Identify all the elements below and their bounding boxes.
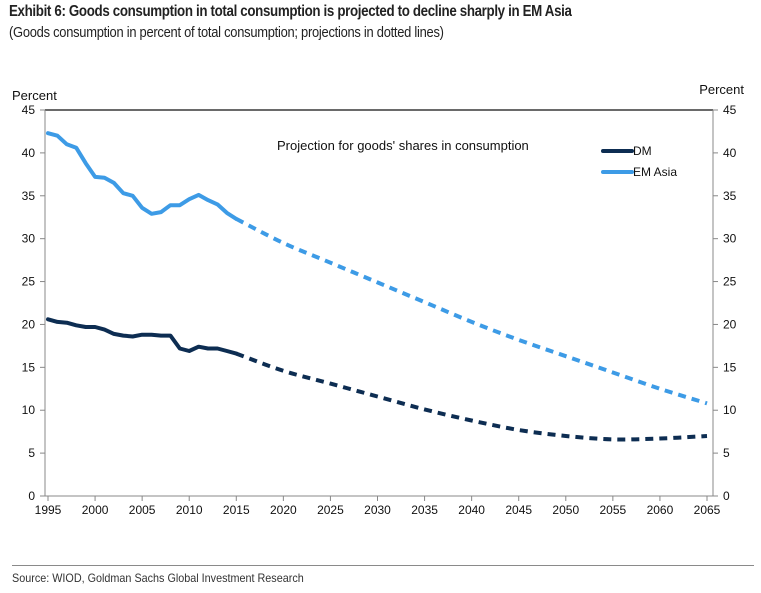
x-tick-label: 2020: [270, 503, 297, 517]
right-y-tick-label: 40: [723, 146, 737, 160]
series-layer: [46, 131, 708, 442]
right-y-tick-label: 45: [723, 103, 737, 117]
right-y-tick-label: 25: [723, 275, 737, 289]
left-y-tick-label: 20: [22, 317, 36, 331]
x-tick-label: 2015: [223, 503, 250, 517]
left-y-tick-label: 45: [22, 103, 36, 117]
right-y-tick-label: 10: [723, 403, 737, 417]
right-y-tick-label: 5: [723, 446, 730, 460]
x-tick-label: 2060: [647, 503, 674, 517]
x-tick-label: 1995: [35, 503, 62, 517]
x-tick-label: 2045: [505, 503, 532, 517]
left-y-tick-label: 15: [22, 360, 36, 374]
source-divider: [12, 565, 754, 566]
x-tick-label: 2065: [694, 503, 721, 517]
dm-projection-line: [235, 351, 708, 442]
source-note: Source: WIOD, Goldman Sachs Global Inves…: [12, 571, 304, 585]
left-axis-title: Percent: [12, 88, 57, 103]
x-tick-label: 2035: [411, 503, 438, 517]
right-y-tick-label: 35: [723, 189, 737, 203]
left-y-tick-label: 5: [28, 446, 35, 460]
right-y-tick-label: 0: [723, 489, 730, 503]
x-tick-label: 2030: [364, 503, 391, 517]
left-y-tick-label: 10: [22, 403, 36, 417]
em-asia-historical-line: [46, 131, 239, 221]
left-y-tick-label: 35: [22, 189, 36, 203]
x-tick-label: 2050: [552, 503, 579, 517]
em-asia-projection-line: [235, 217, 708, 406]
left-y-tick-label: 30: [22, 232, 36, 246]
x-tick-label: 2010: [176, 503, 203, 517]
x-tick-label: 2025: [317, 503, 344, 517]
projection-annotation: Projection for goods' shares in consumpt…: [277, 138, 529, 153]
legend-label-em-asia: EM Asia: [633, 165, 677, 179]
left-y-tick-label: 25: [22, 275, 36, 289]
legend: DM EM Asia: [601, 144, 677, 179]
legend-label-dm: DM: [633, 144, 652, 158]
x-tick-label: 2055: [600, 503, 627, 517]
left-y-tick-label: 0: [28, 489, 35, 503]
right-y-tick-label: 20: [723, 317, 737, 331]
chart-title: Exhibit 6: Goods consumption in total co…: [9, 3, 572, 20]
x-tick-label: 2040: [458, 503, 485, 517]
chart-subtitle: (Goods consumption in percent of total c…: [9, 24, 444, 41]
right-y-tick-label: 30: [723, 232, 737, 246]
left-y-tick-label: 40: [22, 146, 36, 160]
x-tick-label: 2000: [82, 503, 109, 517]
x-tick-label: 2005: [129, 503, 156, 517]
right-axis-title: Percent: [699, 82, 744, 97]
dm-historical-line: [46, 317, 239, 356]
right-y-tick-label: 15: [723, 360, 737, 374]
